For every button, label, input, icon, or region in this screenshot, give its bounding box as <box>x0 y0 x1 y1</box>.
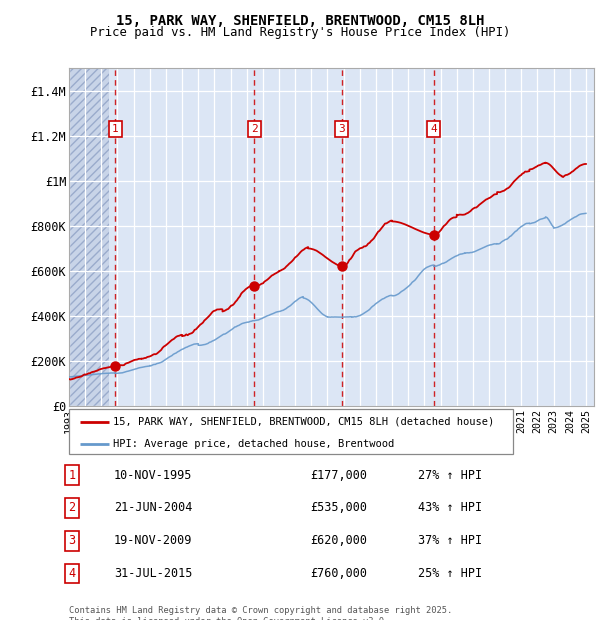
Text: 1: 1 <box>68 469 76 482</box>
Text: 4: 4 <box>68 567 76 580</box>
Text: £535,000: £535,000 <box>311 502 367 515</box>
Text: 2: 2 <box>251 124 257 134</box>
Text: Contains HM Land Registry data © Crown copyright and database right 2025.
This d: Contains HM Land Registry data © Crown c… <box>69 606 452 620</box>
Text: 15, PARK WAY, SHENFIELD, BRENTWOOD, CM15 8LH: 15, PARK WAY, SHENFIELD, BRENTWOOD, CM15… <box>116 14 484 28</box>
Bar <box>69 68 109 406</box>
Text: HPI: Average price, detached house, Brentwood: HPI: Average price, detached house, Bren… <box>113 439 395 449</box>
Text: Price paid vs. HM Land Registry's House Price Index (HPI): Price paid vs. HM Land Registry's House … <box>90 26 510 38</box>
Text: 31-JUL-2015: 31-JUL-2015 <box>114 567 192 580</box>
Text: 4: 4 <box>430 124 437 134</box>
Text: £177,000: £177,000 <box>311 469 367 482</box>
Text: 19-NOV-2009: 19-NOV-2009 <box>114 534 192 547</box>
FancyBboxPatch shape <box>69 409 513 454</box>
Text: 37% ↑ HPI: 37% ↑ HPI <box>418 534 482 547</box>
Text: 43% ↑ HPI: 43% ↑ HPI <box>418 502 482 515</box>
Text: 3: 3 <box>338 124 345 134</box>
Text: 10-NOV-1995: 10-NOV-1995 <box>114 469 192 482</box>
Text: 2: 2 <box>68 502 76 515</box>
Text: 25% ↑ HPI: 25% ↑ HPI <box>418 567 482 580</box>
Text: £760,000: £760,000 <box>311 567 367 580</box>
Text: 3: 3 <box>68 534 76 547</box>
Text: 21-JUN-2004: 21-JUN-2004 <box>114 502 192 515</box>
Text: 1: 1 <box>112 124 119 134</box>
Text: 27% ↑ HPI: 27% ↑ HPI <box>418 469 482 482</box>
Text: 15, PARK WAY, SHENFIELD, BRENTWOOD, CM15 8LH (detached house): 15, PARK WAY, SHENFIELD, BRENTWOOD, CM15… <box>113 417 494 427</box>
Text: £620,000: £620,000 <box>311 534 367 547</box>
